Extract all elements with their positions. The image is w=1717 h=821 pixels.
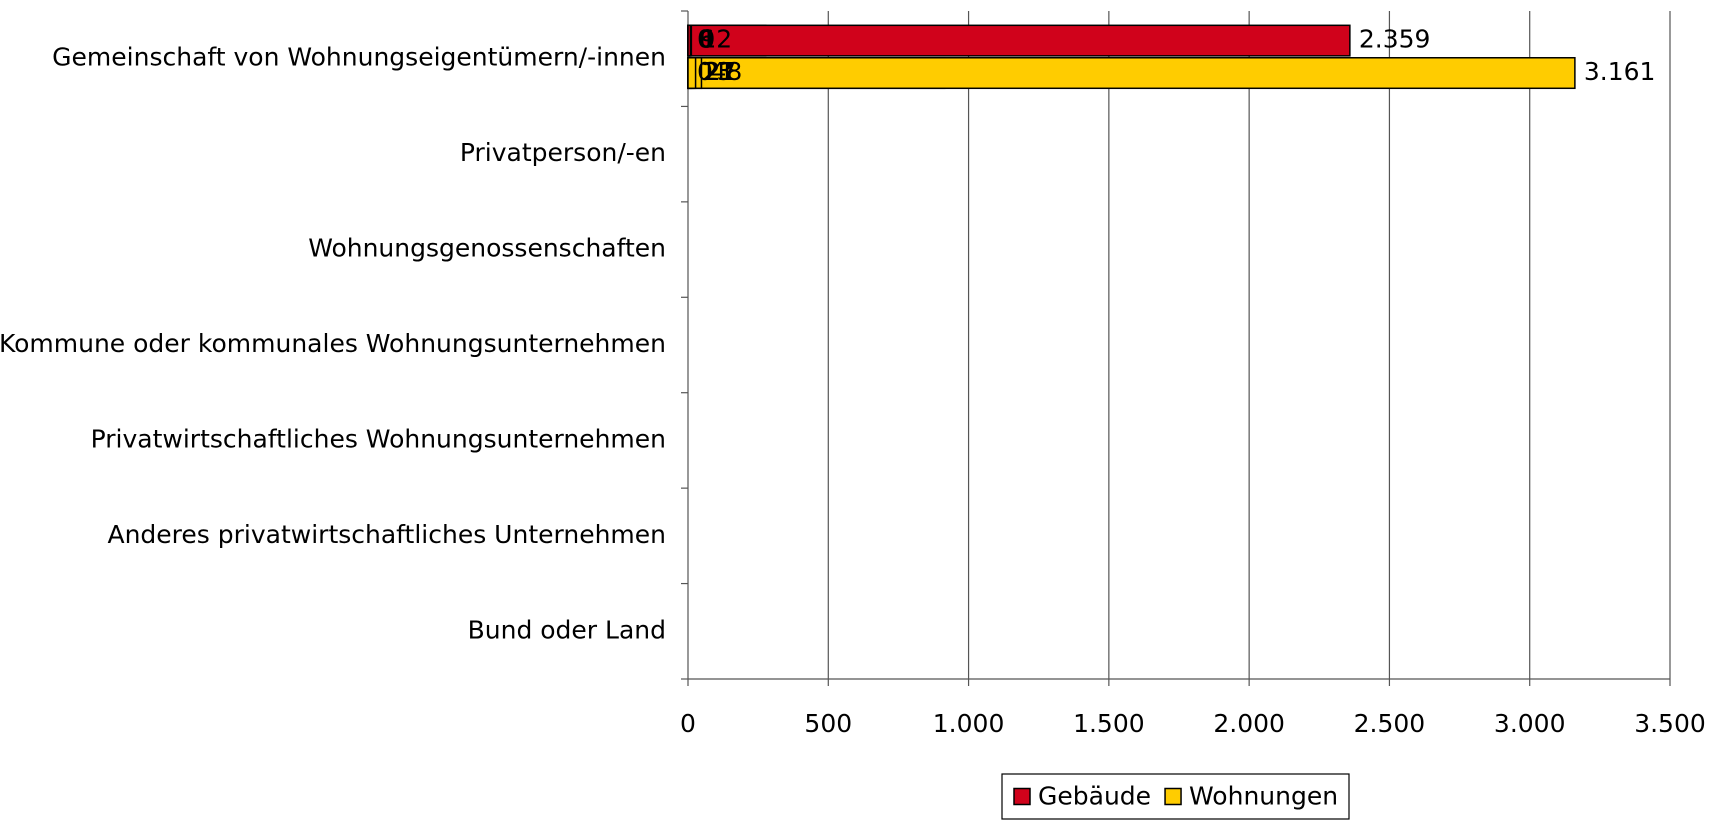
value-label: 3.161 [1584, 57, 1656, 86]
bar [687, 57, 1576, 90]
legend-swatch [1164, 787, 1182, 806]
legend-label: Wohnungen [1189, 782, 1338, 811]
value-label: 27 [705, 57, 737, 86]
value-label: 0 [697, 57, 713, 86]
category-label: Privatperson/-en [460, 138, 666, 167]
value-label: 12 [700, 25, 732, 54]
bar [687, 57, 697, 90]
value-label: 6 [699, 25, 715, 54]
bar [687, 24, 692, 57]
category-label: Bund oder Land [468, 615, 666, 644]
value-label: 2.359 [1359, 25, 1431, 54]
category-label: Gemeinschaft von Wohnungseigentümern/-in… [52, 43, 666, 72]
x-tick-label: 2.500 [1354, 709, 1426, 738]
bar [687, 24, 1351, 57]
x-tick-label: 3.000 [1494, 709, 1566, 738]
x-tick-label: 1.500 [1073, 709, 1145, 738]
value-label: 13 [701, 57, 733, 86]
category-label: Kommune oder kommunales Wohnungsunterneh… [0, 329, 666, 358]
legend-label: Gebäude [1038, 782, 1151, 811]
value-label: 21 [703, 57, 735, 86]
value-label: 6 [699, 25, 715, 54]
value-label: 0 [697, 25, 713, 54]
x-tick-label: 500 [804, 709, 852, 738]
legend-swatch [1013, 787, 1031, 806]
x-tick-label: 0 [680, 709, 696, 738]
category-label: Privatwirtschaftliches Wohnungsunternehm… [91, 424, 666, 453]
x-tick-label: 3.500 [1634, 709, 1706, 738]
category-label: Wohnungsgenossenschaften [308, 234, 666, 263]
value-label: 48 [710, 57, 742, 86]
x-tick-label: 2.000 [1213, 709, 1285, 738]
x-tick-label: 1.000 [933, 709, 1005, 738]
value-label: 9 [700, 25, 716, 54]
category-label: Anderes privatwirtschaftliches Unternehm… [107, 520, 666, 549]
